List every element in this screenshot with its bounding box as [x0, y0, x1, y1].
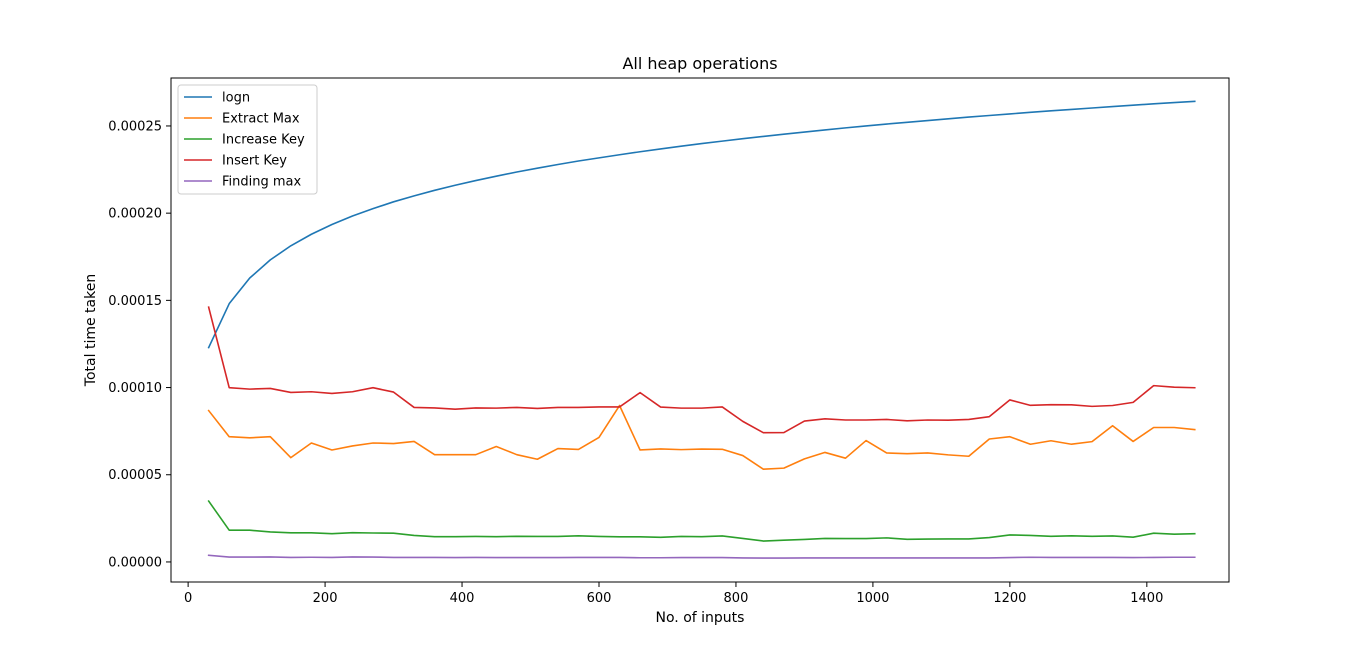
y-tick-label: 0.00015	[108, 294, 162, 309]
plot-frame	[170, 77, 1230, 583]
chart-title: All heap operations	[622, 54, 777, 73]
series-line-finding-max	[207, 554, 1196, 559]
y-axis-label: Total time taken	[83, 274, 99, 387]
x-tick-label: 200	[313, 591, 338, 606]
series-line-extract-max	[207, 404, 1196, 470]
legend-label-extract-max: Extract Max	[222, 112, 300, 127]
series-line-insert-key	[207, 306, 1196, 434]
x-tick-label: 600	[587, 591, 612, 606]
y-tick-label: 0.00025	[108, 119, 162, 134]
x-tick-label: 1000	[856, 591, 889, 606]
x-tick-label: 400	[450, 591, 475, 606]
x-tick-label: 1400	[1130, 591, 1163, 606]
legend-label-insert-key: Insert Key	[222, 154, 287, 169]
plot-area	[207, 100, 1196, 559]
x-tick-label: 0	[184, 591, 192, 606]
series-line-logn	[207, 100, 1196, 349]
x-axis: 0 200 400 600 800 1000 1200 1400	[184, 582, 1163, 606]
legend-box	[177, 84, 318, 195]
y-tick-label: 0.00005	[108, 468, 162, 483]
legend: logn Extract Max Increase Key Insert Key Fin…	[177, 84, 318, 195]
y-tick-label: 0.00000	[108, 555, 162, 570]
y-tick-label: 0.00020	[108, 207, 162, 222]
x-tick-label: 800	[724, 591, 749, 606]
y-tick-label: 0.00010	[108, 381, 162, 396]
x-tick-label: 1200	[993, 591, 1026, 606]
series-line-increase-key	[207, 499, 1196, 542]
legend-label-logn: logn	[222, 91, 250, 106]
x-axis-label: No. of inputs	[656, 610, 745, 626]
legend-label-increase-key: Increase Key	[222, 133, 305, 148]
y-axis: 0.00000 0.00005 0.00010 0.00015 0.00020 0.000…	[108, 119, 171, 570]
legend-label-finding-max: Finding max	[222, 175, 302, 190]
